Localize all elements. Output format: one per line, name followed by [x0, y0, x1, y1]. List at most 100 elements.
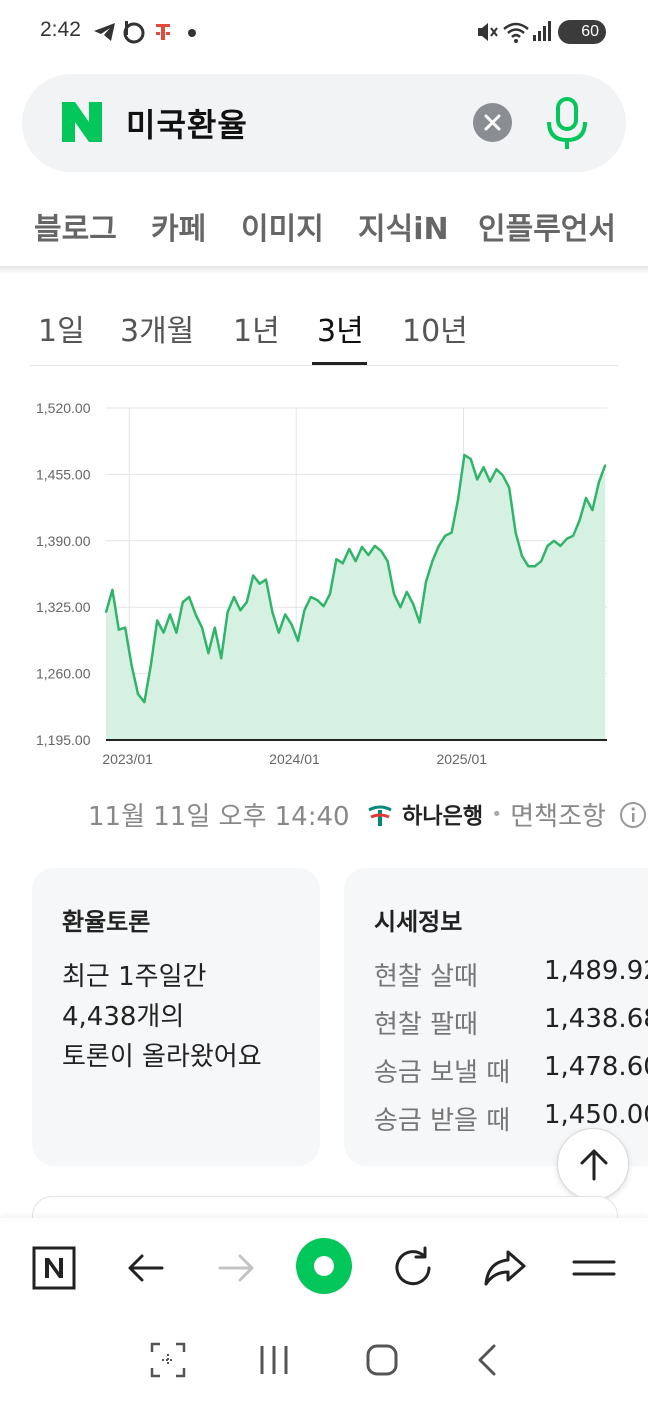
chart-data-point	[169, 613, 171, 616]
discussion-line-3: 토론이 올라왔어요	[62, 1042, 262, 1072]
chart-data-point	[297, 640, 299, 642]
status-time: 2:42	[40, 18, 81, 41]
cash-buy-value: 1,489.92	[544, 956, 648, 986]
tab-image[interactable]: 이미지	[241, 212, 324, 247]
chart-data-point	[598, 481, 600, 484]
chart-data-point	[335, 558, 338, 560]
chart-data-point	[233, 596, 235, 598]
browser-toolbar	[0, 1218, 648, 1318]
chart-data-point	[143, 701, 146, 703]
disclaimer-link[interactable]: 면책조항	[510, 802, 606, 832]
discussion-line-2: 4,438개의	[62, 1002, 185, 1032]
search-input[interactable]: 미국환율	[126, 106, 248, 144]
screenshot-scan-icon[interactable]	[146, 1338, 190, 1382]
hana-bank-logo-icon	[368, 805, 392, 826]
tab-knowledge-in[interactable]: 지식iN	[358, 212, 449, 247]
system-nav-bar	[0, 1318, 648, 1404]
share-icon[interactable]	[476, 1240, 532, 1296]
b-app-icon	[123, 21, 145, 44]
period-10y[interactable]: 10년	[402, 314, 468, 349]
chart-data-point	[482, 466, 485, 468]
discussion-card-title: 환율토론	[62, 908, 151, 936]
chart-data-point	[303, 609, 306, 612]
t-app-icon	[156, 24, 170, 40]
home-icon[interactable]	[360, 1338, 404, 1382]
chart-data-point	[284, 613, 287, 616]
period-1d[interactable]: 1일	[38, 314, 85, 349]
info-icon[interactable]	[618, 800, 648, 830]
remit-send-value: 1,478.60	[544, 1052, 648, 1082]
chart-data-point	[585, 497, 587, 499]
x-tick-label: 2025/01	[436, 751, 487, 767]
wifi-icon	[503, 22, 529, 43]
chart-data-point	[278, 631, 280, 634]
chart-data-point	[124, 626, 126, 629]
chart-data-point	[188, 596, 190, 598]
chart-data-point	[566, 538, 568, 540]
y-tick-label: 1,520.00	[36, 400, 91, 416]
chart-data-point	[201, 626, 203, 629]
chart-data-point	[495, 468, 498, 471]
tab-divider	[0, 266, 648, 274]
chart-data-point	[534, 565, 536, 568]
back-icon[interactable]	[466, 1338, 510, 1382]
chart-data-point	[220, 657, 222, 660]
chart-data-point	[444, 534, 447, 537]
chart-data-point	[239, 609, 242, 612]
chart-data-point	[150, 664, 152, 667]
chart-data-point	[386, 560, 389, 562]
bank-name: 하나은행	[402, 804, 484, 830]
chart-data-point	[156, 619, 158, 622]
chart-data-point	[559, 545, 562, 547]
period-1y[interactable]: 1년	[233, 314, 280, 349]
chart-data-point	[310, 596, 312, 598]
cash-buy-label: 현찰 살때	[374, 962, 478, 992]
x-tick-label: 2023/01	[102, 751, 153, 767]
exchange-rate-chart[interactable]: 1,520.00 1,455.00 1,390.00 1,325.00 1,260.00…	[0, 378, 648, 788]
forward-arrow-icon[interactable]	[208, 1240, 264, 1296]
clear-search-button[interactable]	[473, 103, 512, 142]
period-3m[interactable]: 3개월	[120, 314, 195, 349]
chart-data-point	[591, 509, 594, 511]
source-line: 11월 11일 오후 14:40 하나은행 • 면책조항	[88, 796, 648, 832]
search-bar[interactable]: 미국환율	[22, 74, 626, 172]
status-bar: 2:42 60	[0, 0, 648, 64]
chart-data-point	[194, 613, 197, 616]
chart-data-point	[604, 464, 606, 466]
chart-data-point	[374, 545, 376, 547]
menu-icon[interactable]	[566, 1240, 622, 1296]
chart-data-point	[182, 601, 184, 603]
naver-logo-icon[interactable]	[60, 100, 104, 144]
microphone-icon[interactable]	[542, 96, 592, 152]
green-dot-icon[interactable]	[294, 1236, 354, 1296]
chart-data-point	[290, 623, 293, 626]
chart-data-point	[540, 560, 542, 562]
back-arrow-icon[interactable]	[118, 1240, 174, 1296]
scroll-top-button[interactable]	[557, 1128, 629, 1200]
chart-data-point	[476, 478, 479, 481]
chart-data-point	[348, 548, 351, 550]
naver-home-icon[interactable]	[26, 1240, 82, 1296]
chart-data-point	[258, 582, 261, 585]
chart-data-point	[354, 560, 357, 562]
chart-data-point	[546, 545, 549, 547]
chart-data-point	[406, 591, 408, 593]
chart-data-point	[162, 631, 165, 634]
chart-data-point	[393, 593, 395, 595]
arrow-up-icon	[580, 1149, 608, 1181]
refresh-icon[interactable]	[385, 1240, 441, 1296]
quote-info-card[interactable]: 시세정보 현찰 살때 1,489.92 현찰 팔때 1,438.68 송금 보낼…	[344, 868, 648, 1166]
recent-apps-icon[interactable]	[252, 1338, 296, 1382]
period-3y[interactable]: 3년	[317, 314, 364, 349]
discussion-card[interactable]: 환율토론 최근 1주일간 4,438개의 토론이 올라왔어요	[32, 868, 320, 1166]
telegram-icon	[94, 23, 115, 41]
tab-blog[interactable]: 블로그	[34, 212, 117, 247]
chart-data-point	[508, 486, 511, 489]
tab-cafe[interactable]: 카페	[151, 212, 207, 247]
close-icon	[484, 114, 501, 131]
chart-data-point	[450, 531, 453, 534]
chart-data-point	[271, 611, 274, 614]
chart-data-point	[399, 606, 402, 608]
chart-data-point	[514, 531, 517, 534]
tab-influencer[interactable]: 인플루언서	[478, 212, 616, 247]
